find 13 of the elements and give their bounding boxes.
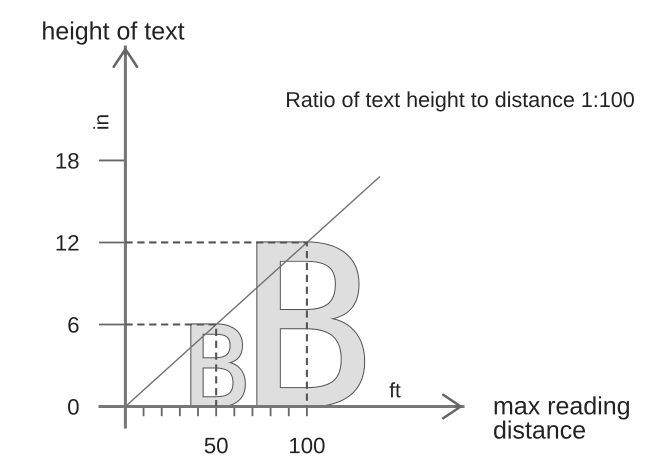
x-tick-label: 100 [290, 438, 325, 454]
annotation: B [257, 242, 364, 406]
annotation: B [191, 324, 245, 406]
text: Ratio of text height to distance 1:100 [287, 91, 634, 112]
y-tick-label: 12 [56, 235, 78, 251]
y-tick-label: 6 [68, 317, 79, 333]
annotation: in [93, 115, 108, 129]
x-tick-label: 50 [204, 438, 228, 454]
annotation: ft [390, 382, 401, 398]
y-tick-label: 18 [56, 152, 79, 169]
y-tick-label: 0 [68, 399, 79, 415]
y-axis-title: height of text [43, 21, 184, 45]
x-axis-title: max reading distance [494, 396, 629, 439]
